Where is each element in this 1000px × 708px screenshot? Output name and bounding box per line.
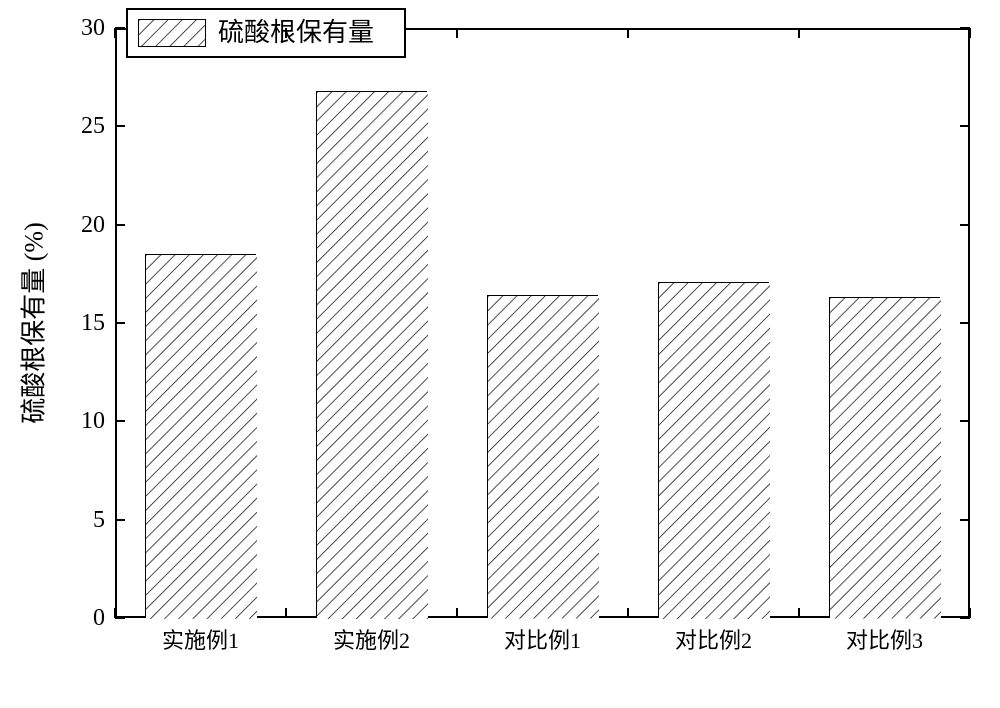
x-tick (969, 28, 971, 38)
y-tick (115, 519, 125, 521)
y-tick-label: 5 (60, 508, 105, 532)
y-tick (115, 27, 125, 29)
x-tick (627, 28, 629, 38)
y-tick-label: 15 (60, 311, 105, 335)
y-tick (960, 125, 970, 127)
y-tick (960, 224, 970, 226)
legend-label: 硫酸根保有量 (218, 20, 374, 46)
legend: 硫酸根保有量 (126, 8, 406, 58)
legend-swatch (138, 19, 206, 47)
y-tick (115, 125, 125, 127)
x-tick (114, 608, 116, 618)
y-tick (115, 420, 125, 422)
bar (658, 282, 769, 618)
x-tick-label: 对比例1 (457, 630, 628, 652)
x-tick (285, 28, 287, 38)
legend-swatch-hatch (139, 20, 206, 47)
x-tick-label: 对比例2 (628, 630, 799, 652)
x-tick (627, 608, 629, 618)
x-tick (456, 28, 458, 38)
y-tick (960, 519, 970, 521)
x-tick (798, 28, 800, 38)
x-tick-label: 实施例2 (286, 630, 457, 652)
x-tick (969, 608, 971, 618)
x-tick (456, 608, 458, 618)
y-tick (960, 420, 970, 422)
x-tick (285, 608, 287, 618)
bar (487, 295, 598, 618)
x-tick-label: 实施例1 (115, 630, 286, 652)
bar (316, 91, 427, 618)
x-tick (798, 608, 800, 618)
x-tick (114, 28, 116, 38)
x-tick-label: 对比例3 (799, 630, 970, 652)
y-tick (115, 322, 125, 324)
bar-chart: 硫酸根保有量 (%) 硫酸根保有量 051015202530 实施例1实施例2对… (0, 0, 1000, 708)
y-axis-label-text: 硫酸根保有量 (%) (20, 222, 49, 423)
y-tick (115, 617, 125, 619)
y-tick (115, 224, 125, 226)
y-tick (960, 322, 970, 324)
y-tick-label: 25 (60, 114, 105, 138)
bar (145, 254, 256, 618)
y-axis-label: 硫酸根保有量 (%) (14, 222, 51, 423)
y-tick-label: 10 (60, 409, 105, 433)
y-tick-label: 30 (60, 16, 105, 40)
bar (829, 297, 940, 618)
y-tick-label: 0 (60, 606, 105, 630)
y-tick-label: 20 (60, 213, 105, 237)
